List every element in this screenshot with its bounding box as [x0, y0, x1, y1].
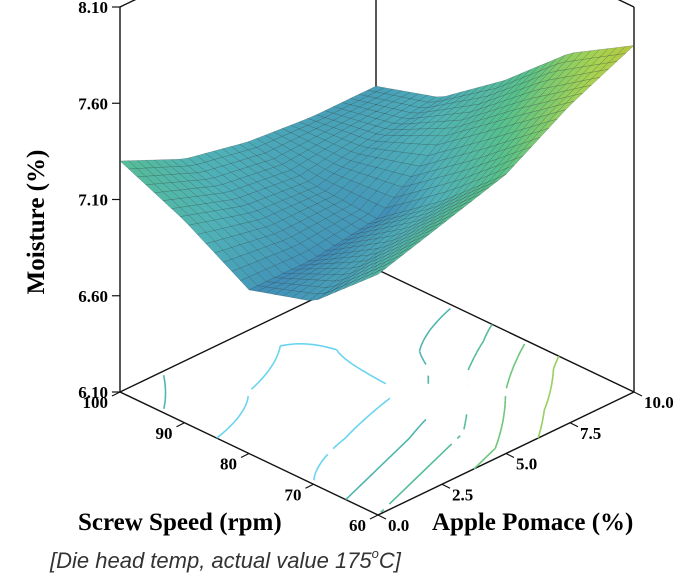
- z-tick-label-0: 8.10: [78, 0, 108, 17]
- z-axis-label: Moisture (%): [23, 150, 50, 295]
- surface-cell: [369, 267, 387, 279]
- caption-degree: o: [371, 546, 379, 561]
- y-tick-label-3: 7.5: [580, 424, 601, 443]
- y-tick-mark-0: [377, 514, 387, 520]
- x-tick-mark-2: [240, 452, 250, 459]
- z-tick-label-2: 7.10: [78, 191, 108, 210]
- z-tick-label-3: 6.60: [78, 287, 108, 306]
- y-tick-label-2: 5.0: [516, 455, 537, 474]
- y-tick-label-4: 10.0: [644, 393, 674, 412]
- y-tick-mark-2: [505, 452, 515, 459]
- z-tick-label-1: 7.60: [78, 94, 108, 113]
- x-tick-label-1: 90: [156, 424, 173, 443]
- y-tick-label-1: 2.5: [452, 485, 473, 504]
- y-axis-label: Apple Pomace (%): [432, 509, 633, 536]
- caption-suffix: C]: [378, 548, 401, 573]
- z-tick-label-4: 6.10: [78, 383, 108, 402]
- y-tick-mark-3: [569, 422, 579, 428]
- y-tick-mark-4: [633, 391, 643, 397]
- x-tick-label-2: 80: [220, 455, 237, 474]
- box-edge-3: [375, 268, 635, 393]
- caption-text: [Die head temp, actual value 175: [50, 548, 372, 573]
- x-tick-label-4: 60: [349, 516, 366, 535]
- box-edge-8: [617, 0, 635, 8]
- x-tick-mark-4: [369, 514, 379, 520]
- contour-5: [537, 355, 560, 439]
- x-tick-label-0: 100: [83, 393, 109, 412]
- x-tick-mark-1: [176, 422, 185, 428]
- contour-2: [162, 307, 451, 501]
- x-axis-label: Screw Speed (rpm): [78, 509, 282, 536]
- response-surface: [119, 45, 635, 301]
- y-tick-mark-1: [441, 483, 451, 489]
- figure-caption: [Die head temp, actual value 175oC]: [50, 546, 401, 574]
- contour-3: [380, 323, 493, 513]
- x-tick-mark-3: [305, 483, 314, 489]
- x-tick-mark-0: [111, 391, 121, 397]
- contour-4: [473, 343, 526, 470]
- floor-contours: [162, 276, 560, 513]
- contour-1: [216, 276, 391, 481]
- y-tick-label-0: 0.0: [388, 516, 409, 535]
- x-tick-label-3: 70: [285, 485, 302, 504]
- box-edge-7: [119, 0, 137, 8]
